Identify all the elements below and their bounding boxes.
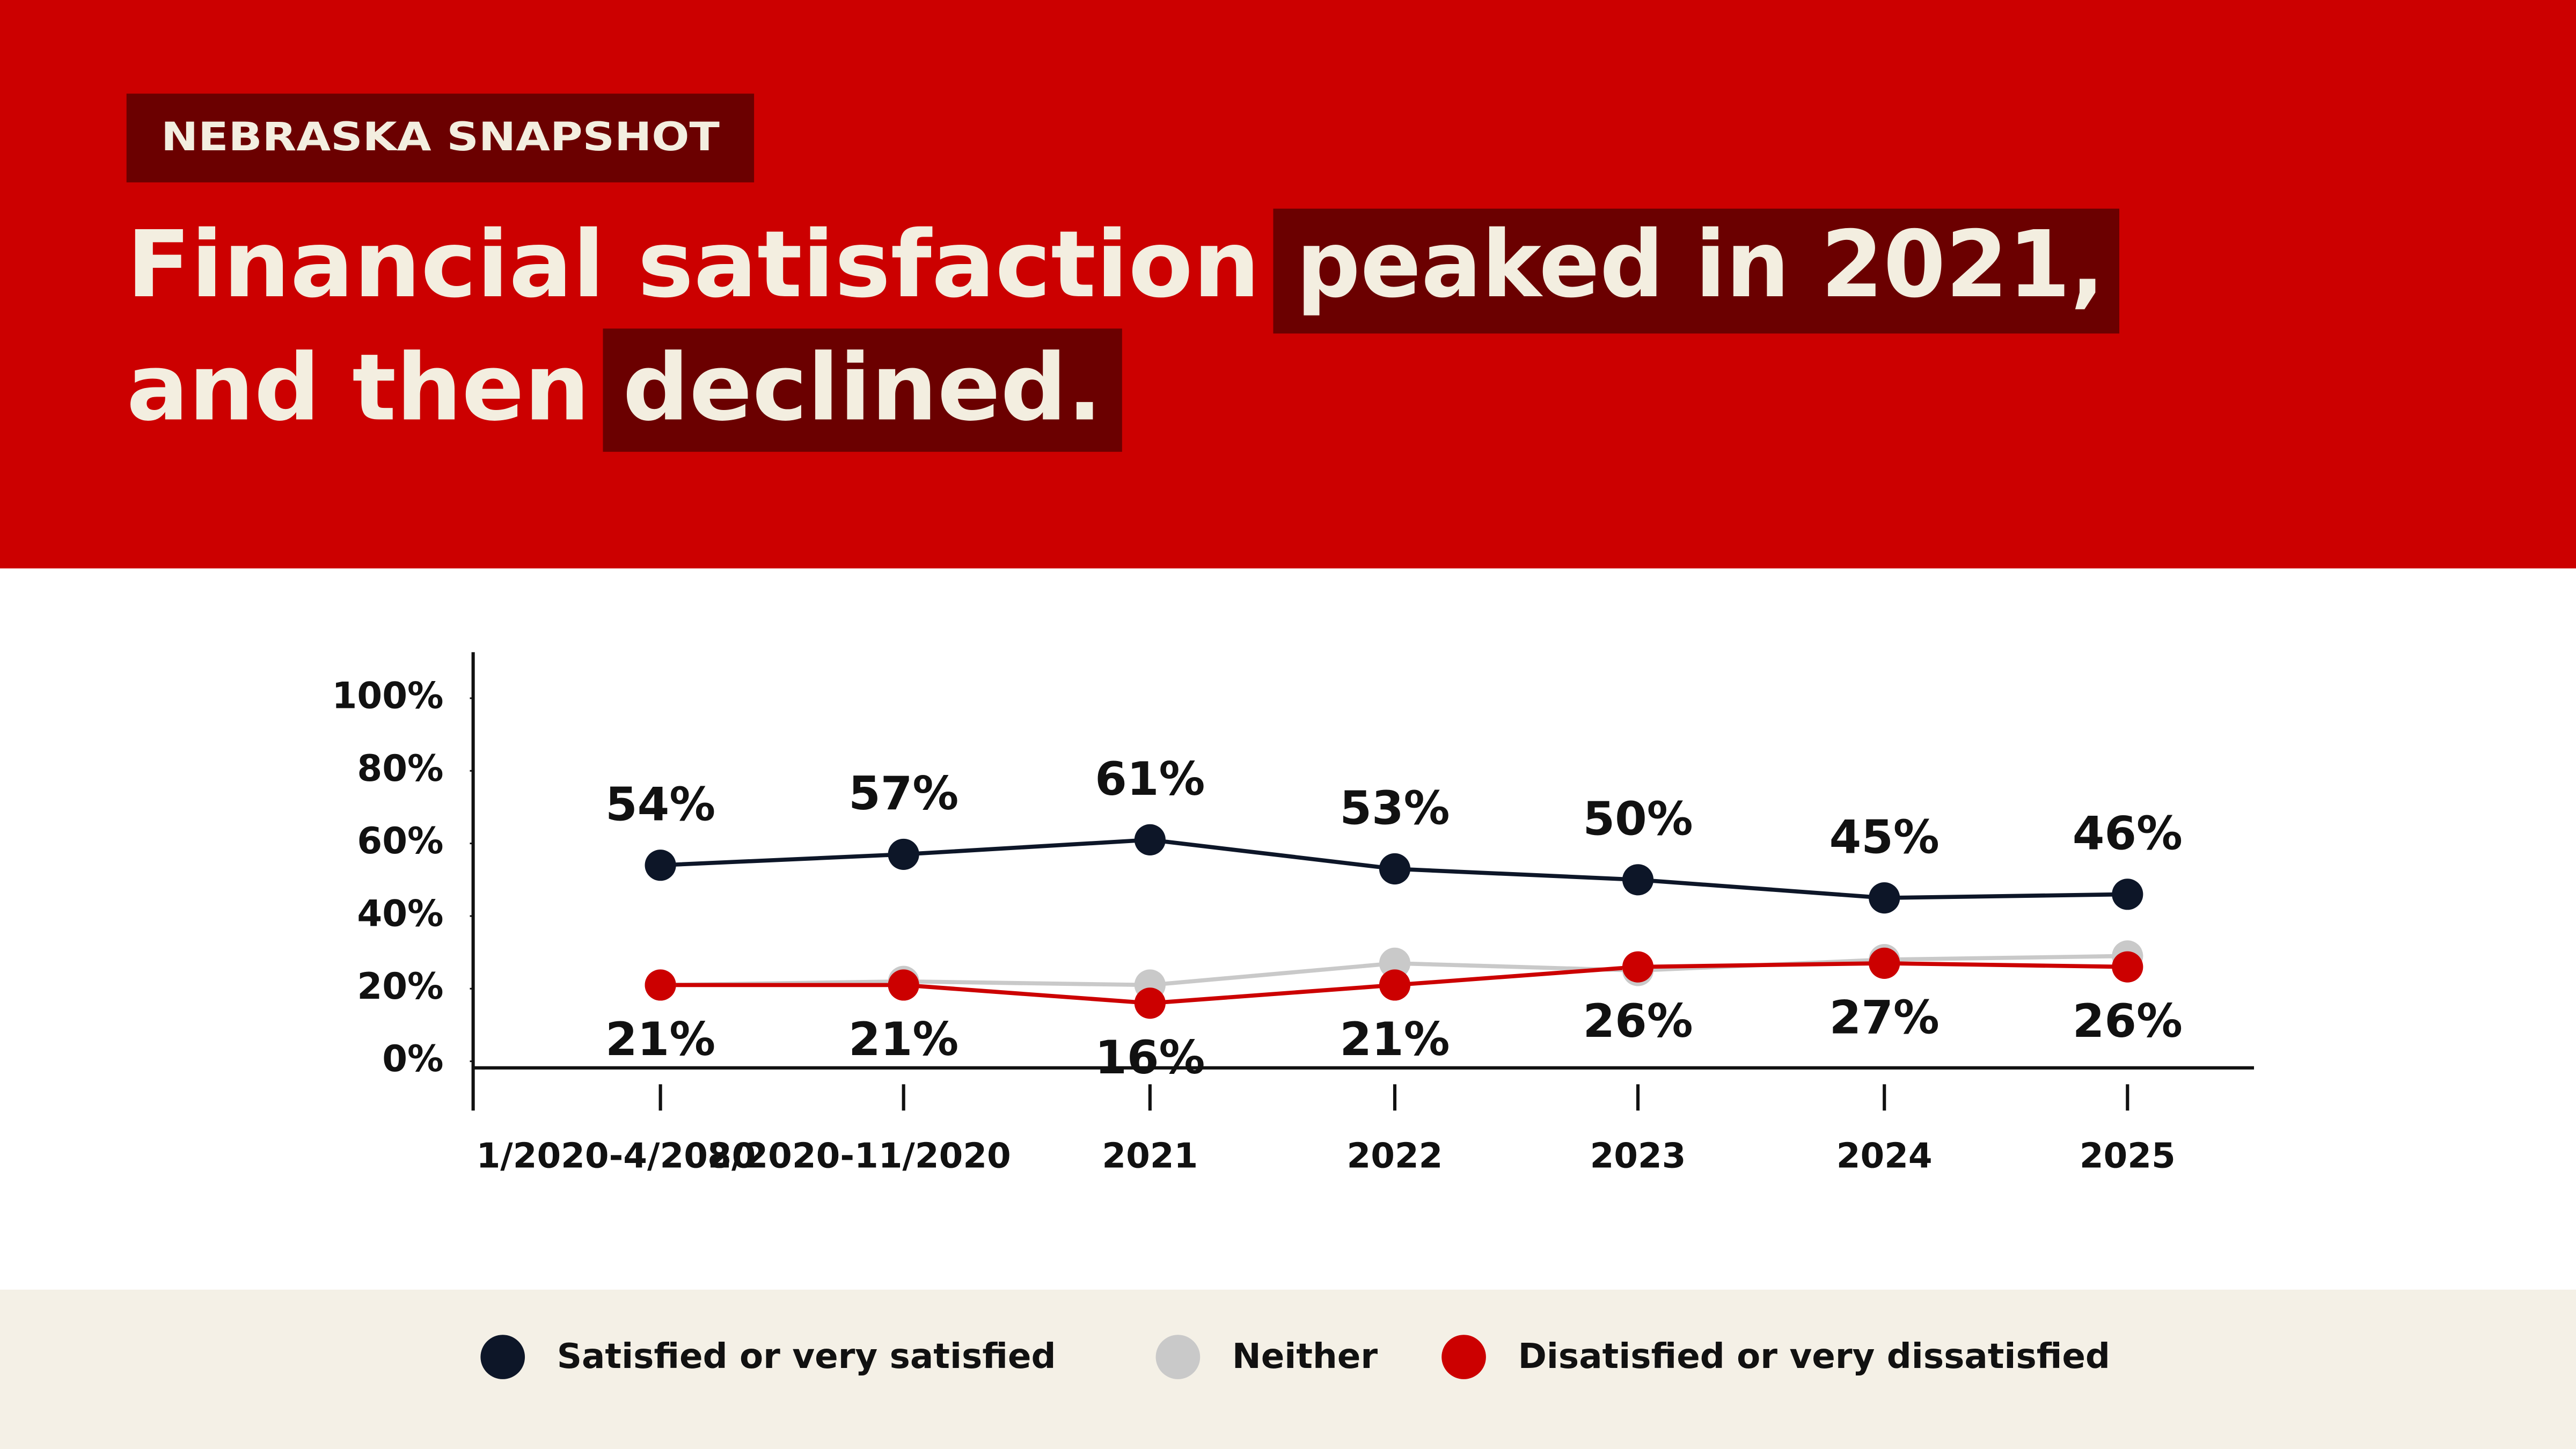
legend-label: Satisfied or very satisfied [557,1336,1056,1377]
data-point [1869,947,1900,979]
y-tick-label: 40% [357,892,443,934]
data-point [1622,951,1654,983]
headline-highlight: declined. [623,335,1102,442]
data-point [2112,879,2143,910]
badge-bg [126,93,755,182]
y-tick-label: 80% [357,747,443,789]
y-tick-label: 100% [332,675,444,717]
data-point [1134,987,1166,1019]
data-label: 16% [1095,1031,1205,1085]
legend-band [0,1290,2576,1449]
data-point [2112,951,2143,983]
legend-swatch [480,1335,525,1379]
data-label: 50% [1583,793,1693,846]
x-tick-label: 1/2020-4/2020 [477,1136,756,1176]
x-tick-label: 2024 [1836,1136,1933,1176]
data-label: 21% [1340,1013,1450,1066]
data-label: 21% [605,1013,715,1066]
data-point [1134,824,1166,855]
data-label: 26% [2073,994,2183,1048]
headline: and then [127,335,590,442]
highlight [603,328,1122,452]
data-label: 46% [2073,807,2183,861]
data-point [1379,947,1411,979]
data-point [645,969,676,1001]
data-label: 45% [1829,810,1940,864]
x-tick-label: 2022 [1347,1136,1443,1176]
y-tick-label: 20% [357,965,443,1007]
legend-swatch [1441,1335,1486,1379]
badge: NEBRASKA SNAPSHOT [161,114,720,160]
highlight [1273,208,2119,334]
data-label: 53% [1340,781,1450,835]
legend-swatch [1155,1335,1201,1379]
data-point [1622,864,1654,896]
legend-label: Neither [1232,1336,1378,1377]
y-tick-label: 60% [357,819,443,862]
data-point [888,969,919,1001]
x-tick-label: 2021 [1102,1136,1198,1176]
y-tick-label: 0% [382,1037,443,1080]
data-label: 27% [1829,991,1940,1044]
data-point [645,850,676,881]
data-point [888,838,919,870]
data-point [1379,969,1411,1001]
legend-label: Disatisfied or very dissatisfied [1518,1336,2110,1377]
x-tick-label: 8/2020-11/2020 [707,1136,1011,1176]
data-point [1869,882,1900,914]
data-label: 21% [848,1013,958,1066]
data-label: 54% [605,778,715,832]
headline-highlight: peaked in 2021, [1296,211,2104,318]
data-label: 61% [1095,752,1205,806]
data-label: 57% [848,767,958,821]
x-tick-label: 2023 [1590,1136,1686,1176]
x-tick-label: 2025 [2080,1136,2176,1176]
data-point [1379,853,1411,885]
data-label: 26% [1583,994,1693,1048]
headline: Financial satisfaction [127,211,1260,318]
